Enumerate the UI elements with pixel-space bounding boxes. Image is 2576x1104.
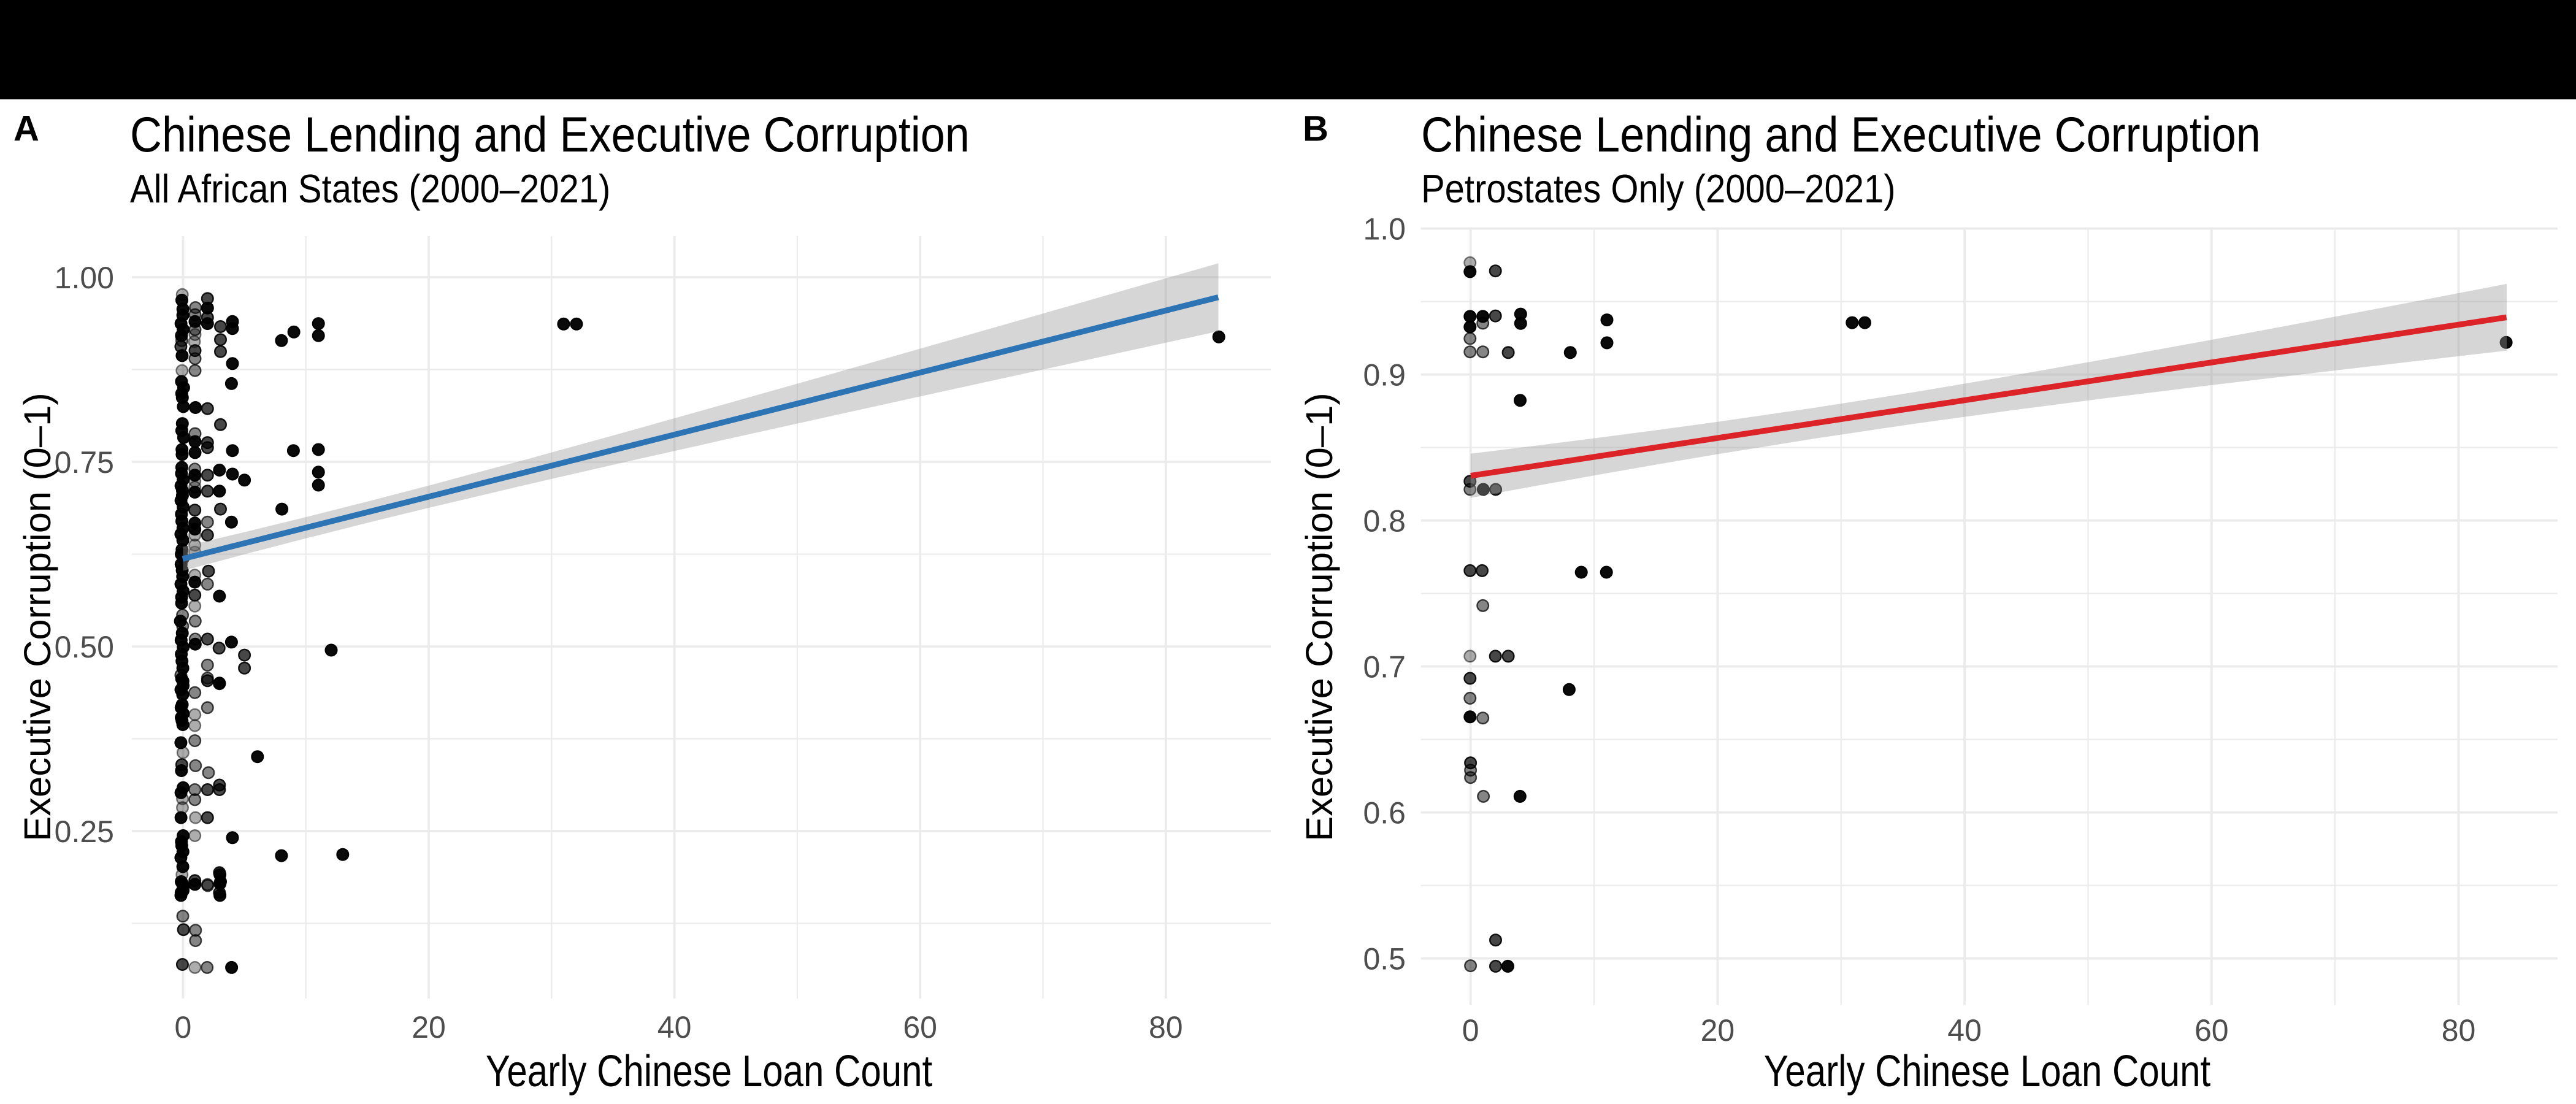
svg-text:Chinese Lending and Executive: Chinese Lending and Executive Corruption bbox=[1421, 107, 2261, 163]
svg-text:0: 0 bbox=[1462, 1013, 1479, 1048]
svg-text:0.25: 0.25 bbox=[55, 815, 114, 849]
svg-text:Chinese Lending and Executive: Chinese Lending and Executive Corruption bbox=[130, 107, 970, 163]
svg-text:20: 20 bbox=[412, 1010, 446, 1045]
svg-text:80: 80 bbox=[1149, 1010, 1183, 1045]
svg-text:40: 40 bbox=[657, 1010, 692, 1045]
svg-text:0.5: 0.5 bbox=[1363, 942, 1406, 976]
svg-text:0.8: 0.8 bbox=[1363, 504, 1406, 539]
svg-text:All African States (2000–2021): All African States (2000–2021) bbox=[130, 167, 610, 212]
svg-text:0.9: 0.9 bbox=[1363, 358, 1406, 393]
svg-text:40: 40 bbox=[1947, 1013, 1982, 1048]
svg-text:B: B bbox=[1303, 109, 1328, 149]
svg-text:60: 60 bbox=[903, 1010, 937, 1045]
svg-text:Executive Corruption (0–1): Executive Corruption (0–1) bbox=[17, 393, 59, 841]
svg-text:0.50: 0.50 bbox=[55, 630, 114, 664]
svg-text:Yearly Chinese Loan Count: Yearly Chinese Loan Count bbox=[486, 1047, 932, 1096]
svg-text:0.6: 0.6 bbox=[1363, 796, 1406, 830]
svg-text:0.75: 0.75 bbox=[55, 445, 114, 480]
svg-text:20: 20 bbox=[1701, 1013, 1735, 1048]
svg-text:A: A bbox=[13, 109, 39, 149]
svg-text:1.0: 1.0 bbox=[1363, 212, 1406, 247]
svg-text:80: 80 bbox=[2442, 1013, 2476, 1048]
svg-text:0.7: 0.7 bbox=[1363, 650, 1406, 684]
svg-text:Yearly Chinese Loan Count: Yearly Chinese Loan Count bbox=[1764, 1047, 2210, 1096]
svg-text:Petrostates Only (2000–2021): Petrostates Only (2000–2021) bbox=[1421, 167, 1896, 212]
svg-text:1.00: 1.00 bbox=[55, 261, 114, 295]
svg-text:60: 60 bbox=[2195, 1013, 2229, 1048]
svg-text:0: 0 bbox=[174, 1010, 191, 1045]
svg-text:Executive Corruption (0–1): Executive Corruption (0–1) bbox=[1298, 393, 1341, 841]
